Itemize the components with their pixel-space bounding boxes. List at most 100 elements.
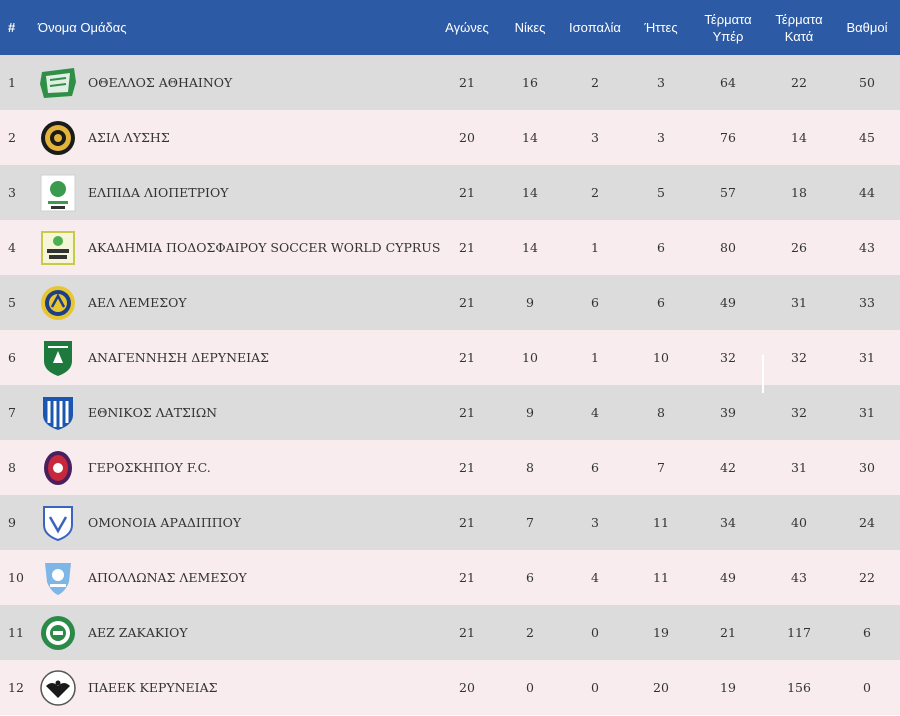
row-gf: 21: [720, 625, 736, 640]
row-team[interactable]: ΟΜΟΝΟΙΑ ΑΡΑΔΙΠΠΟΥ: [36, 503, 434, 543]
divider-artifact: [762, 355, 764, 393]
row-gf: 80: [720, 240, 736, 255]
anagennisi-crest-icon: [38, 338, 78, 378]
row-team[interactable]: ΑΣΙΛ ΛΥΣΗΣ: [36, 118, 434, 158]
table-row[interactable]: 2 ΑΣΙΛ ΛΥΣΗΣ 20 14 3 3 76 14 45: [0, 110, 900, 165]
header-goals-against[interactable]: Τέρματα Κατά: [764, 11, 834, 45]
row-draws: 0: [591, 680, 599, 695]
team-name[interactable]: ΑΝΑΓΕΝΝΗΣΗ ΔΕΡΥΝΕΙΑΣ: [88, 350, 269, 365]
row-team[interactable]: ΟΘΕΛΛΟΣ ΑΘΗΑΙΝΟΥ: [36, 63, 434, 103]
row-gf: 19: [720, 680, 736, 695]
table-row[interactable]: 11 ΑΕΖ ΖΑΚΑΚΙΟΥ 21 2 0 19 21 117 6: [0, 605, 900, 660]
team-name[interactable]: ΕΘΝΙΚΟΣ ΛΑΤΣΙΩΝ: [88, 405, 218, 420]
table-row[interactable]: 5 ΑΕΛ ΛΕΜΕΣΟΥ 21 9 6 6 49 31 33: [0, 275, 900, 330]
row-points: 6: [863, 625, 871, 640]
row-team[interactable]: ΕΘΝΙΚΟΣ ΛΑΤΣΙΩΝ: [36, 393, 434, 433]
row-team[interactable]: ΑΝΑΓΕΝΝΗΣΗ ΔΕΡΥΝΕΙΑΣ: [36, 338, 434, 378]
table-row[interactable]: 9 ΟΜΟΝΟΙΑ ΑΡΑΔΙΠΠΟΥ 21 7 3 11 34 40 24: [0, 495, 900, 550]
row-played: 21: [459, 185, 475, 200]
row-team[interactable]: ΑΕΖ ΖΑΚΑΚΙΟΥ: [36, 613, 434, 653]
row-played: 21: [459, 350, 475, 365]
team-name[interactable]: ΑΕΛ ΛΕΜΕΣΟΥ: [88, 295, 187, 310]
header-goals-for-line2: Υπέρ: [712, 28, 744, 44]
row-losses: 19: [653, 625, 669, 640]
team-name[interactable]: ΠΑΕΕΚ ΚΕΡΥΝΕΙΑΣ: [88, 680, 218, 695]
table-row[interactable]: 10 ΑΠΟΛΛΩΝΑΣ ΛΕΜΕΣΟΥ 21 6 4 11 49 43 22: [0, 550, 900, 605]
row-gf: 64: [720, 75, 736, 90]
table-row[interactable]: 1 ΟΘΕΛΛΟΣ ΑΘΗΑΙΝΟΥ 21 16 2 3 64 22 50: [0, 55, 900, 110]
team-name[interactable]: ΑΕΖ ΖΑΚΑΚΙΟΥ: [88, 625, 188, 640]
row-wins: 14: [522, 185, 538, 200]
row-draws: 1: [591, 350, 599, 365]
row-wins: 10: [522, 350, 538, 365]
header-goals-against-line2: Κατά: [784, 28, 814, 44]
row-ga: 117: [787, 625, 811, 640]
row-team[interactable]: ΕΛΠΙΔΑ ΛΙΟΠΕΤΡΙΟΥ: [36, 173, 434, 213]
team-name[interactable]: ΑΚΑΔΗΜΙΑ ΠΟΔΟΣΦΑΙΡΟΥ SOCCER WORLD CYPRUS: [88, 240, 441, 255]
row-team[interactable]: ΓΕΡΟΣΚΗΠΟΥ F.C.: [36, 448, 434, 488]
row-ga: 40: [791, 515, 807, 530]
header-draws[interactable]: Ισοπαλία: [569, 20, 621, 35]
header-played[interactable]: Αγώνες: [445, 20, 489, 35]
team-name[interactable]: ΟΘΕΛΛΟΣ ΑΘΗΑΙΝΟΥ: [88, 75, 233, 90]
header-team[interactable]: Όνομα Ομάδας: [38, 20, 127, 35]
row-gf: 49: [720, 570, 736, 585]
paeek-crest-icon: [38, 668, 78, 708]
row-team[interactable]: ΑΚΑΔΗΜΙΑ ΠΟΔΟΣΦΑΙΡΟΥ SOCCER WORLD CYPRUS: [36, 228, 440, 268]
team-name[interactable]: ΓΕΡΟΣΚΗΠΟΥ F.C.: [88, 460, 211, 475]
header-losses[interactable]: Ήττες: [644, 20, 678, 35]
row-played: 21: [459, 405, 475, 420]
header-wins[interactable]: Νίκες: [514, 20, 546, 35]
row-draws: 2: [591, 75, 599, 90]
table-body: 1 ΟΘΕΛΛΟΣ ΑΘΗΑΙΝΟΥ 21 16 2 3 64 22 50 2 ΑΣΙΛ ΛΥΣΗΣ…: [0, 55, 900, 715]
team-name[interactable]: ΑΠΟΛΛΩΝΑΣ ΛΕΜΕΣΟΥ: [88, 570, 247, 585]
row-ga: 18: [791, 185, 807, 200]
row-gf: 42: [720, 460, 736, 475]
row-losses: 20: [653, 680, 669, 695]
table-row[interactable]: 12 ΠΑΕΕΚ ΚΕΡΥΝΕΙΑΣ 20 0 0 20 19 156 0: [0, 660, 900, 715]
team-name[interactable]: ΟΜΟΝΟΙΑ ΑΡΑΔΙΠΠΟΥ: [88, 515, 242, 530]
row-team[interactable]: ΠΑΕΕΚ ΚΕΡΥΝΕΙΑΣ: [36, 668, 434, 708]
row-ga: 31: [791, 295, 807, 310]
row-wins: 14: [522, 240, 538, 255]
table-row[interactable]: 3 ΕΛΠΙΔΑ ΛΙΟΠΕΤΡΙΟΥ 21 14 2 5 57 18 44: [0, 165, 900, 220]
row-position: 6: [8, 350, 16, 365]
elpida-crest-icon: [38, 173, 78, 213]
row-played: 20: [459, 680, 475, 695]
header-goals-for[interactable]: Τέρματα Υπέρ: [692, 11, 764, 45]
row-gf: 49: [720, 295, 736, 310]
header-goals-against-line1: Τέρματα: [775, 11, 823, 27]
row-played: 20: [459, 130, 475, 145]
row-draws: 6: [591, 460, 599, 475]
row-team[interactable]: ΑΠΟΛΛΩΝΑΣ ΛΕΜΕΣΟΥ: [36, 558, 434, 598]
table-row[interactable]: 7 ΕΘΝΙΚΟΣ ΛΑΤΣΙΩΝ 21 9 4 8 39 32 31: [0, 385, 900, 440]
row-draws: 4: [591, 405, 599, 420]
header-position[interactable]: #: [8, 20, 16, 35]
row-points: 24: [859, 515, 875, 530]
row-position: 7: [8, 405, 16, 420]
table-row[interactable]: 4 ΑΚΑΔΗΜΙΑ ΠΟΔΟΣΦΑΙΡΟΥ SOCCER WORLD CYPRU…: [0, 220, 900, 275]
table-header: # Όνομα Ομάδας Αγώνες Νίκες Ισοπαλία Ήττ…: [0, 0, 900, 55]
team-name[interactable]: ΕΛΠΙΔΑ ΛΙΟΠΕΤΡΙΟΥ: [88, 185, 229, 200]
row-position: 4: [8, 240, 16, 255]
row-points: 45: [859, 130, 875, 145]
header-points[interactable]: Βαθμοί: [846, 20, 888, 35]
row-ga: 43: [791, 570, 807, 585]
row-team[interactable]: ΑΕΛ ΛΕΜΕΣΟΥ: [36, 283, 434, 323]
row-position: 12: [8, 680, 24, 695]
table-row[interactable]: 8 ΓΕΡΟΣΚΗΠΟΥ F.C. 21 8 6 7 42 31 30: [0, 440, 900, 495]
header-goals-for-line1: Τέρματα: [704, 11, 752, 27]
team-name[interactable]: ΑΣΙΛ ΛΥΣΗΣ: [88, 130, 170, 145]
row-wins: 6: [526, 570, 534, 585]
row-position: 5: [8, 295, 16, 310]
row-losses: 11: [653, 515, 669, 530]
row-ga: 14: [791, 130, 807, 145]
row-points: 30: [859, 460, 875, 475]
row-wins: 2: [526, 625, 534, 640]
row-losses: 7: [657, 460, 665, 475]
row-losses: 5: [657, 185, 665, 200]
table-row[interactable]: 6 ΑΝΑΓΕΝΝΗΣΗ ΔΕΡΥΝΕΙΑΣ 21 10 1 10 32 32 31: [0, 330, 900, 385]
ael-crest-icon: [38, 283, 78, 323]
row-ga: 156: [787, 680, 811, 695]
